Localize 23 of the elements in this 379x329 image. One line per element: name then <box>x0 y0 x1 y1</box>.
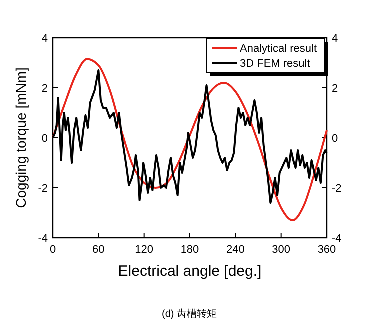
y2-tick-label: 2 <box>332 83 338 95</box>
y2-tick-label: -2 <box>332 183 342 195</box>
line-series <box>52 58 328 222</box>
y-axis-title: Cogging torque [mNm] <box>13 68 29 208</box>
x-tick-label: 300 <box>272 244 291 256</box>
x-tick-label: 60 <box>92 244 105 256</box>
y2-tick-label: 4 <box>332 33 338 45</box>
x-tick-label: 360 <box>318 244 336 256</box>
x-tick-label: 240 <box>226 244 245 256</box>
x-tick-label: 120 <box>135 244 154 256</box>
x-tick-label: 0 <box>50 244 56 256</box>
y-tick-label: 4 <box>42 33 48 45</box>
legend-label: 3D FEM result <box>240 58 310 70</box>
y-tick-label: -2 <box>38 183 48 195</box>
y2-tick-label: 0 <box>332 133 338 145</box>
y-tick-label: -4 <box>38 233 48 245</box>
y2-tick-label: -4 <box>332 233 342 245</box>
y-tick-label: 0 <box>42 133 48 145</box>
text: (d) 齿槽转矩 <box>162 308 217 320</box>
legend-label: Analytical result <box>240 43 318 55</box>
x-tick-label: 180 <box>180 244 200 256</box>
x-axis-title: Electrical angle [deg.] <box>118 263 262 280</box>
y-tick-label: 2 <box>42 83 48 95</box>
